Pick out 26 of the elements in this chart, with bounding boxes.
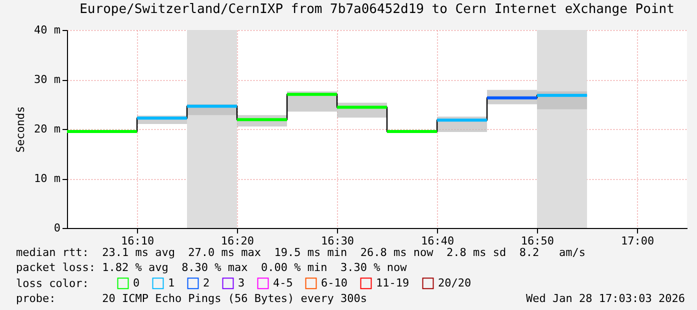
y-tick-label: 20 m: [34, 122, 61, 136]
y-tick-label: 30 m: [34, 73, 61, 86]
y-tick-label: 0: [54, 222, 60, 234]
chart-title: Europe/Switzerland/CernIXP from 7b7a06452d19 to Cern Internet eXchange Point: [80, 2, 674, 17]
text: probe: 20 ICMP Echo Pings (56 Bytes) every 300s: [16, 292, 367, 305]
x-tick-label: 16:40: [420, 234, 454, 248]
text: median rtt: 23.1 ms avg 27.0 ms max 19.5 ms min 26.8 ms now 2.8 ms sd 8.2 am/s: [16, 246, 586, 259]
legend-label: 11-19: [376, 276, 410, 290]
legend-label: 0: [133, 276, 140, 290]
legend-label: 3: [238, 276, 245, 290]
legend-label: 20/20: [438, 276, 472, 290]
text: packet loss: 1.82 % avg 8.30 % max 0.00 % min 3.30 % now: [16, 261, 407, 274]
legend-label: 6-10: [321, 276, 348, 290]
legend-label: 4-5: [273, 276, 293, 290]
x-tick-label: 16:30: [320, 234, 354, 248]
legend-label: 2: [203, 276, 210, 290]
x-tick-label: 16:10: [120, 234, 154, 248]
legend-label: 1: [168, 276, 175, 290]
y-axis-title: Seconds: [14, 106, 28, 153]
x-tick-label: 16:50: [520, 234, 554, 248]
y-tick-label: 40 m: [34, 24, 61, 36]
legend-title: loss color:: [16, 277, 89, 290]
x-tick-label: 17:00: [620, 234, 654, 248]
x-tick-label: 16:20: [220, 234, 254, 248]
text: Wed Jan 28 17:03:03 2026: [526, 292, 685, 305]
y-tick-label: 10 m: [34, 172, 61, 185]
